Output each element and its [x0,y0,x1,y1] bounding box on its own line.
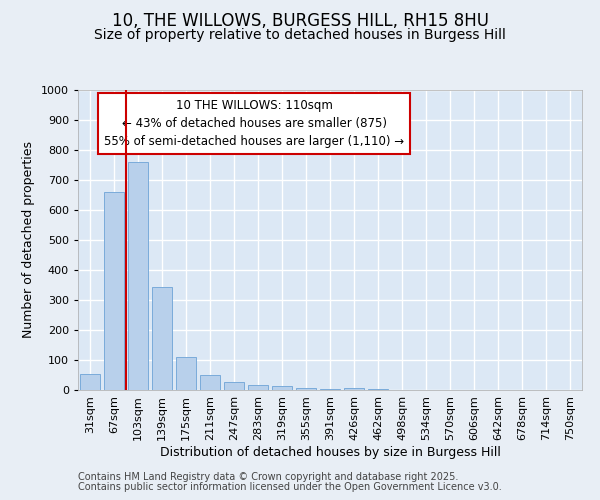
Bar [224,382,244,390]
Bar [272,386,292,390]
Bar [344,388,364,390]
Bar [296,388,316,390]
Text: Size of property relative to detached houses in Burgess Hill: Size of property relative to detached ho… [94,28,506,42]
Bar [248,384,268,390]
Bar [80,374,100,390]
Text: Contains HM Land Registry data © Crown copyright and database right 2025.: Contains HM Land Registry data © Crown c… [78,472,458,482]
Bar [128,162,148,390]
Bar [176,357,196,390]
Bar [152,286,172,390]
Text: Contains public sector information licensed under the Open Government Licence v3: Contains public sector information licen… [78,482,502,492]
Bar [368,388,388,390]
Bar [200,375,220,390]
Y-axis label: Number of detached properties: Number of detached properties [22,142,35,338]
Bar [104,192,124,390]
Bar [320,388,340,390]
Text: 10, THE WILLOWS, BURGESS HILL, RH15 8HU: 10, THE WILLOWS, BURGESS HILL, RH15 8HU [112,12,488,30]
Text: 10 THE WILLOWS: 110sqm
← 43% of detached houses are smaller (875)
55% of semi-de: 10 THE WILLOWS: 110sqm ← 43% of detached… [104,99,404,148]
X-axis label: Distribution of detached houses by size in Burgess Hill: Distribution of detached houses by size … [160,446,500,458]
